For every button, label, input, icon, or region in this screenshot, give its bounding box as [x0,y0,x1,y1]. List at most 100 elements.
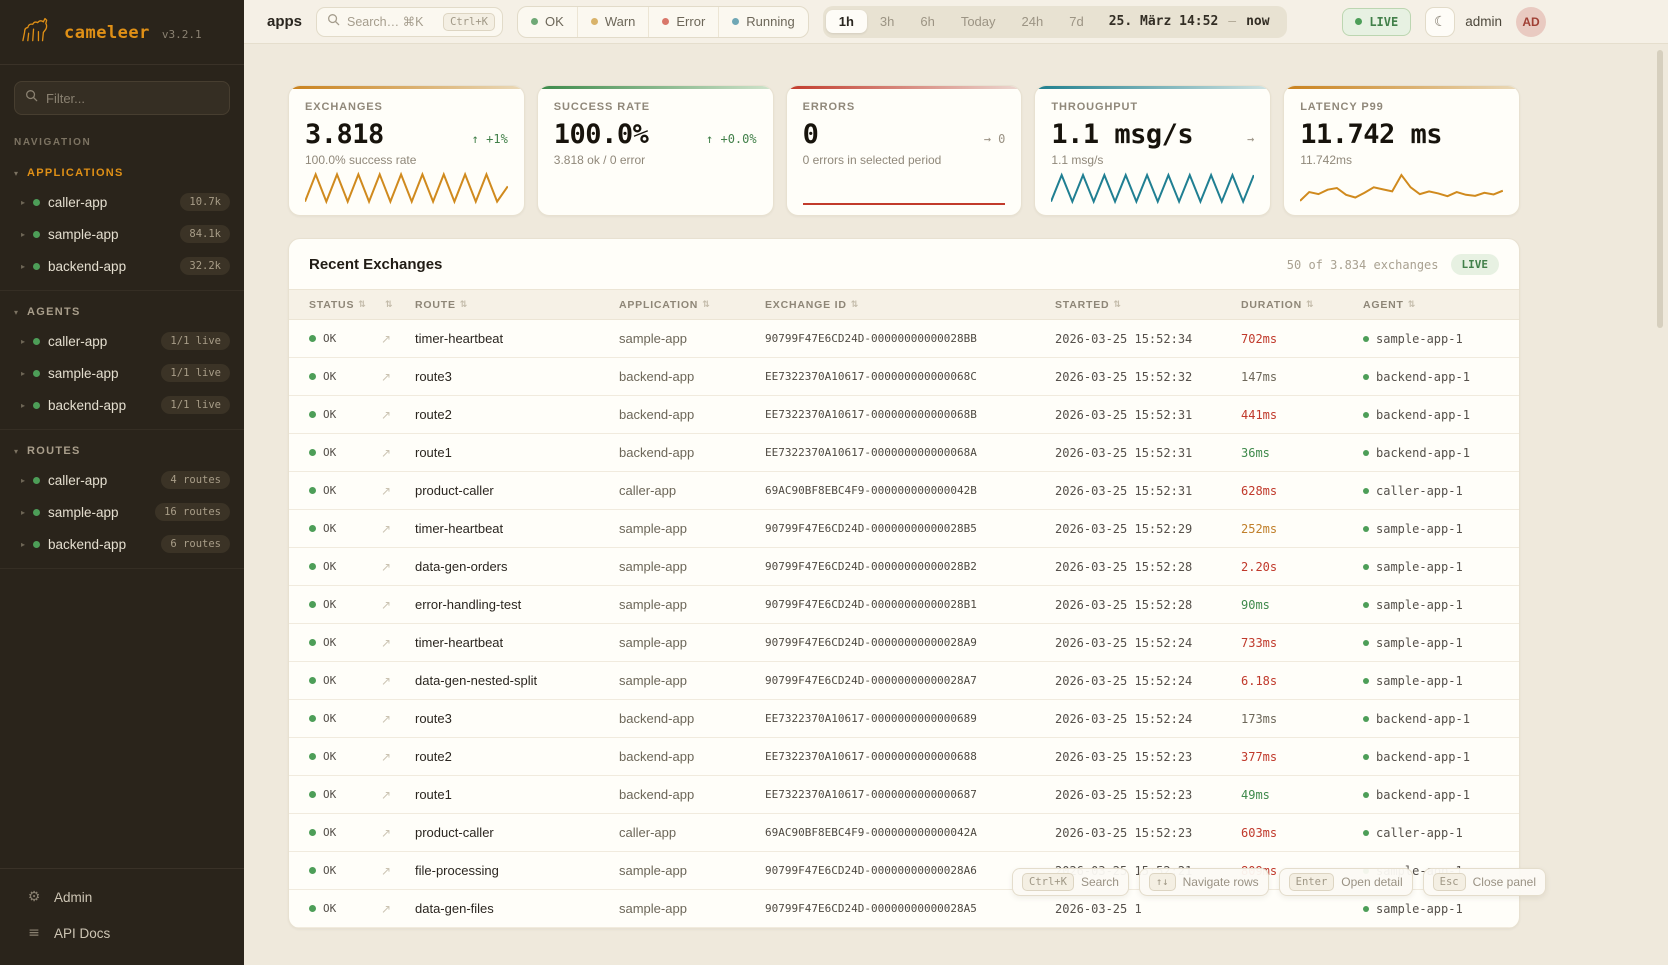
global-search[interactable]: Ctrl+K [316,6,504,37]
table-row[interactable]: OK ↗ route3 backend-app EE7322370A10617-… [289,358,1519,396]
table-row[interactable]: OK ↗ route2 backend-app EE7322370A10617-… [289,738,1519,776]
open-exchange-link-icon[interactable]: ↗ [381,825,392,840]
table-row[interactable]: OK ↗ product-caller caller-app 69AC90BF8… [289,814,1519,852]
route-cell: route3 [415,369,452,384]
column-header[interactable]: APPLICATION ⇅ [619,299,765,311]
nav-item-badge: 10.7k [180,193,230,211]
table-row[interactable]: OK ↗ data-gen-files sample-app 90799F47E… [289,890,1519,928]
column-header[interactable]: STATUS ⇅ [289,299,381,311]
application-cell: sample-app [619,331,687,346]
open-exchange-link-icon[interactable]: ↗ [381,407,392,422]
agent-cell: caller-app-1 [1363,484,1519,498]
time-range-button[interactable]: 1h [825,10,867,33]
avatar[interactable]: AD [1516,6,1546,37]
table-row[interactable]: OK ↗ timer-heartbeat sample-app 90799F47… [289,320,1519,358]
open-exchange-link-icon[interactable]: ↗ [381,369,392,384]
open-exchange-link-icon[interactable]: ↗ [381,673,392,688]
time-range-button[interactable]: 3h [867,10,907,33]
time-range-button[interactable]: 6h [907,10,947,33]
scrollbar[interactable] [1657,50,1663,328]
sidebar-item[interactable]: ▸ caller-app 1/1 live [0,325,244,357]
ok-status-dot [309,905,316,912]
status-filter-button[interactable]: OK [518,7,577,37]
section-header[interactable]: ▾ ROUTES [0,438,244,464]
search-input[interactable] [347,14,437,29]
time-range-button[interactable]: Today [948,10,1009,33]
column-header[interactable]: STARTED ⇅ [1055,299,1241,311]
agent-label: caller-app-1 [1376,825,1463,840]
sidebar-item[interactable]: ▸ sample-app 1/1 live [0,357,244,389]
table-row[interactable]: OK ↗ route1 backend-app EE7322370A10617-… [289,776,1519,814]
time-range-button[interactable]: 7d [1056,10,1096,33]
status-filter-button[interactable]: Warn [576,6,649,37]
stat-card[interactable]: EXCHANGES 3.818 ↑ +1% 100.0% success rat… [288,85,525,216]
filter-input[interactable] [46,90,219,106]
started-cell: 2026-03-25 15:52:31 [1055,407,1193,422]
status-filter-button[interactable]: Error [648,6,718,37]
agent-label: sample-app-1 [1376,901,1463,916]
stat-card[interactable]: ERRORS 0 → 0 0 errors in selected period [785,85,1023,216]
section-header[interactable]: ▾ APPLICATIONS [0,160,244,186]
open-exchange-link-icon[interactable]: ↗ [381,331,392,346]
table-row[interactable]: OK ↗ route3 backend-app EE7322370A10617-… [289,700,1519,738]
table-row[interactable]: OK ↗ data-gen-nested-split sample-app 90… [289,662,1519,700]
stat-card[interactable]: THROUGHPUT 1.1 msg/s → 1.1 msg/s [1034,85,1272,216]
table-row[interactable]: OK ↗ timer-heartbeat sample-app 90799F47… [289,624,1519,662]
open-exchange-link-icon[interactable]: ↗ [381,521,392,536]
open-exchange-link-icon[interactable]: ↗ [381,787,392,802]
sidebar-item[interactable]: ▸ sample-app 84.1k [0,218,244,250]
sidebar-item[interactable]: ▸ sample-app 16 routes [0,496,244,528]
sidebar-item[interactable]: ▸ backend-app 6 routes [0,528,244,560]
open-exchange-link-icon[interactable]: ↗ [381,445,392,460]
table-row[interactable]: OK ↗ route1 backend-app EE7322370A10617-… [289,434,1519,472]
theme-toggle-button[interactable]: ☾ [1425,6,1456,37]
column-header[interactable]: ⇅ [381,300,415,310]
table-row[interactable]: OK ↗ timer-heartbeat sample-app 90799F47… [289,510,1519,548]
chevron-right-icon: ▸ [21,229,26,239]
sidebar-item[interactable]: ▸ backend-app 32.2k [0,250,244,282]
open-exchange-link-icon[interactable]: ↗ [381,863,392,878]
sidebar-item[interactable]: ▸ caller-app 10.7k [0,186,244,218]
open-exchange-link-icon[interactable]: ↗ [381,597,392,612]
shortcut-key: Enter [1288,873,1335,891]
ok-status-dot [309,411,316,418]
route-cell: route1 [415,445,452,460]
agent-status-dot [1363,335,1369,342]
section-header[interactable]: ▾ AGENTS [0,299,244,325]
stat-card[interactable]: SUCCESS RATE 100.0% ↑ +0.0% 3.818 ok / 0… [536,85,774,216]
status-filter-button[interactable]: Running [718,6,807,37]
live-toggle-button[interactable]: LIVE [1342,7,1412,36]
ok-status-dot [309,677,316,684]
card-value: 1.1 msg/s [1051,119,1194,150]
table-row[interactable]: OK ↗ data-gen-orders sample-app 90799F47… [289,548,1519,586]
column-label: AGENT [1363,298,1404,311]
open-exchange-link-icon[interactable]: ↗ [381,711,392,726]
nav-item-badge: 1/1 live [161,396,230,414]
card-accent-bar [537,86,773,89]
sidebar-footer-item[interactable]: ⚙ Admin [0,879,244,915]
stat-card[interactable]: LATENCY P99 11.742 ms 11.742ms [1283,85,1520,216]
duration-cell: 2.20s [1241,559,1278,574]
sidebar-item[interactable]: ▸ backend-app 1/1 live [0,389,244,421]
column-header[interactable]: DURATION ⇅ [1241,299,1363,311]
open-exchange-link-icon[interactable]: ↗ [381,635,392,650]
sidebar-filter[interactable] [14,81,230,115]
column-label: EXCHANGE ID [765,298,847,311]
app-logo: cameleer v3.2.1 [0,0,244,64]
card-trend: ↑ +1% [471,132,508,146]
sidebar-footer-item[interactable]: ≡ API Docs [0,915,244,951]
column-header[interactable]: ROUTE ⇅ [415,299,619,311]
table-row[interactable]: OK ↗ error-handling-test sample-app 9079… [289,586,1519,624]
open-exchange-link-icon[interactable]: ↗ [381,559,392,574]
column-header[interactable]: EXCHANGE ID ⇅ [765,299,1055,311]
sidebar-item[interactable]: ▸ caller-app 4 routes [0,464,244,496]
time-range-button[interactable]: 24h [1009,10,1057,33]
table-row[interactable]: OK ↗ product-caller caller-app 69AC90BF8… [289,472,1519,510]
column-header[interactable]: AGENT ⇅ [1363,299,1519,311]
status-label: OK [323,370,337,383]
open-exchange-link-icon[interactable]: ↗ [381,901,392,916]
open-exchange-link-icon[interactable]: ↗ [381,749,392,764]
table-row[interactable]: OK ↗ route2 backend-app EE7322370A10617-… [289,396,1519,434]
started-cell: 2026-03-25 15:52:34 [1055,331,1193,346]
open-exchange-link-icon[interactable]: ↗ [381,483,392,498]
